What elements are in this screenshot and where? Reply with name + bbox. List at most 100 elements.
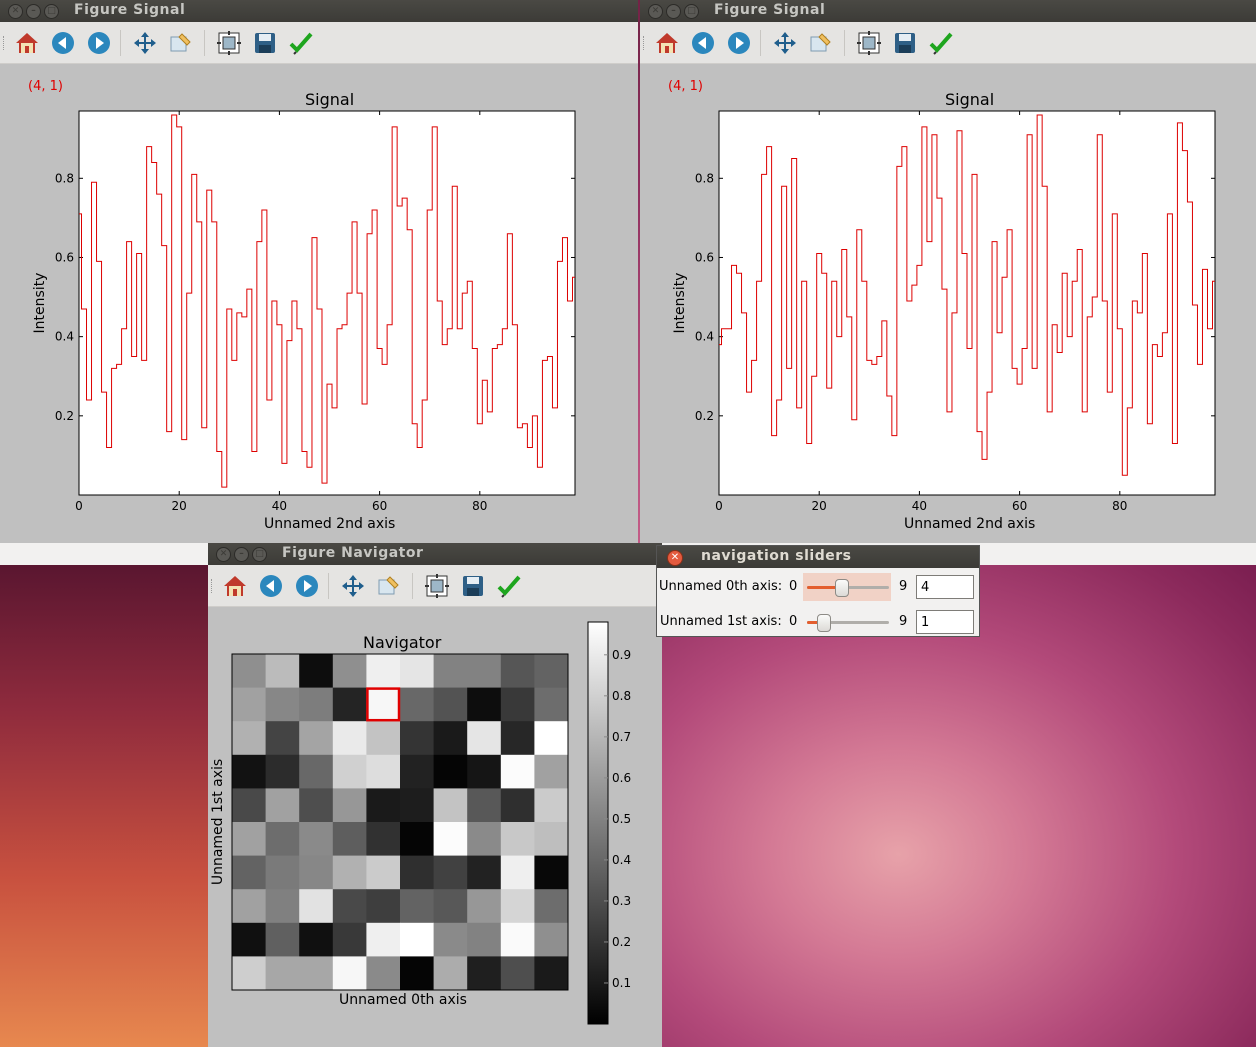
heatmap-cell[interactable] — [332, 687, 367, 722]
save-icon[interactable] — [892, 30, 918, 56]
heatmap-cell[interactable] — [265, 822, 300, 856]
heatmap-cell[interactable] — [467, 956, 502, 991]
back-icon[interactable] — [258, 573, 284, 599]
heatmap-cell[interactable] — [299, 654, 334, 688]
heatmap-cell[interactable] — [366, 855, 401, 890]
heatmap-cell[interactable] — [232, 721, 266, 756]
heatmap-cell[interactable] — [433, 956, 468, 991]
close-icon[interactable]: ✕ — [648, 4, 663, 19]
heatmap-cell[interactable] — [232, 687, 266, 722]
heatmap-cell[interactable] — [299, 721, 334, 756]
heatmap-cell[interactable] — [467, 889, 502, 924]
forward-icon[interactable] — [86, 30, 112, 56]
heatmap-cell[interactable] — [534, 721, 569, 756]
heatmap-cell[interactable] — [534, 654, 569, 688]
heatmap-cell[interactable] — [400, 687, 434, 722]
minimize-icon[interactable]: – — [666, 4, 681, 19]
heatmap-cell[interactable] — [500, 922, 535, 957]
edit-check-icon[interactable] — [928, 30, 954, 56]
heatmap-cell[interactable] — [500, 687, 535, 722]
heatmap-cell[interactable] — [467, 922, 502, 957]
heatmap-cell[interactable] — [299, 855, 334, 890]
heatmap-cell[interactable] — [366, 654, 401, 688]
heatmap-cell[interactable] — [433, 754, 468, 789]
heatmap-cell[interactable] — [265, 788, 300, 823]
subplots-icon[interactable] — [856, 30, 882, 56]
heatmap-cell[interactable] — [299, 788, 334, 823]
heatmap-cell[interactable] — [332, 822, 367, 856]
home-icon[interactable] — [14, 30, 40, 56]
slider-1-track[interactable] — [807, 621, 889, 624]
minimize-icon[interactable]: – — [26, 4, 41, 19]
forward-icon[interactable] — [294, 573, 320, 599]
toolbar-grip[interactable] — [211, 579, 215, 593]
heatmap-cell[interactable] — [265, 956, 300, 991]
heatmap-cell[interactable] — [534, 956, 569, 991]
heatmap-cell[interactable] — [366, 687, 401, 722]
back-icon[interactable] — [690, 30, 716, 56]
heatmap-cell[interactable] — [299, 754, 334, 789]
heatmap-cell[interactable] — [265, 754, 300, 789]
heatmap-cell[interactable] — [467, 822, 502, 856]
heatmap-cell[interactable] — [332, 855, 367, 890]
heatmap-cell[interactable] — [299, 687, 334, 722]
heatmap-cell[interactable] — [299, 889, 334, 924]
heatmap-cell[interactable] — [232, 822, 266, 856]
heatmap-cell[interactable] — [232, 855, 266, 890]
heatmap-cell[interactable] — [332, 654, 367, 688]
heatmap-cell[interactable] — [366, 956, 401, 991]
heatmap-cell[interactable] — [534, 855, 569, 890]
heatmap-cell[interactable] — [467, 855, 502, 890]
heatmap-cell[interactable] — [534, 922, 569, 957]
zoom-icon[interactable] — [808, 30, 834, 56]
heatmap-cell[interactable] — [366, 788, 401, 823]
heatmap-cell[interactable] — [534, 889, 569, 924]
home-icon[interactable] — [654, 30, 680, 56]
forward-icon[interactable] — [726, 30, 752, 56]
home-icon[interactable] — [222, 573, 248, 599]
heatmap-cell[interactable] — [366, 754, 401, 789]
close-icon[interactable]: ✕ — [216, 547, 231, 562]
slider-0-handle[interactable] — [835, 579, 849, 597]
slider-0-value-field[interactable]: 4 — [916, 575, 974, 599]
heatmap-cell[interactable] — [433, 889, 468, 924]
heatmap-cell[interactable] — [366, 889, 401, 924]
heatmap-cell[interactable] — [400, 788, 434, 823]
navigator-cursor[interactable] — [366, 687, 401, 722]
heatmap-cell[interactable] — [400, 822, 434, 856]
minimize-icon[interactable]: – — [234, 547, 249, 562]
toolbar-grip[interactable] — [643, 36, 647, 50]
heatmap-cell[interactable] — [433, 687, 468, 722]
heatmap-cell[interactable] — [467, 687, 502, 722]
heatmap-cell[interactable] — [265, 889, 300, 924]
heatmap-cell[interactable] — [366, 721, 401, 756]
slider-1-handle[interactable] — [817, 614, 831, 632]
pan-icon[interactable] — [772, 30, 798, 56]
edit-check-icon[interactable] — [496, 573, 522, 599]
heatmap-cell[interactable] — [332, 721, 367, 756]
maximize-icon[interactable]: □ — [684, 4, 699, 19]
pan-icon[interactable] — [340, 573, 366, 599]
heatmap-cell[interactable] — [433, 788, 468, 823]
heatmap-cell[interactable] — [467, 654, 502, 688]
heatmap-cell[interactable] — [265, 922, 300, 957]
heatmap-cell[interactable] — [433, 855, 468, 890]
heatmap-cell[interactable] — [500, 721, 535, 756]
back-icon[interactable] — [50, 30, 76, 56]
heatmap-cell[interactable] — [299, 956, 334, 991]
heatmap-cell[interactable] — [332, 922, 367, 957]
heatmap-cell[interactable] — [232, 922, 266, 957]
heatmap-cell[interactable] — [232, 654, 266, 688]
heatmap-cell[interactable] — [400, 721, 434, 756]
toolbar-grip[interactable] — [3, 36, 7, 50]
heatmap-cell[interactable] — [232, 754, 266, 789]
heatmap-cell[interactable] — [400, 956, 434, 991]
zoom-icon[interactable] — [168, 30, 194, 56]
heatmap-cell[interactable] — [400, 654, 434, 688]
heatmap-cell[interactable] — [232, 956, 266, 991]
heatmap-cell[interactable] — [500, 855, 535, 890]
heatmap-cell[interactable] — [332, 788, 367, 823]
heatmap-cell[interactable] — [433, 721, 468, 756]
heatmap-cell[interactable] — [534, 788, 569, 823]
zoom-icon[interactable] — [376, 573, 402, 599]
